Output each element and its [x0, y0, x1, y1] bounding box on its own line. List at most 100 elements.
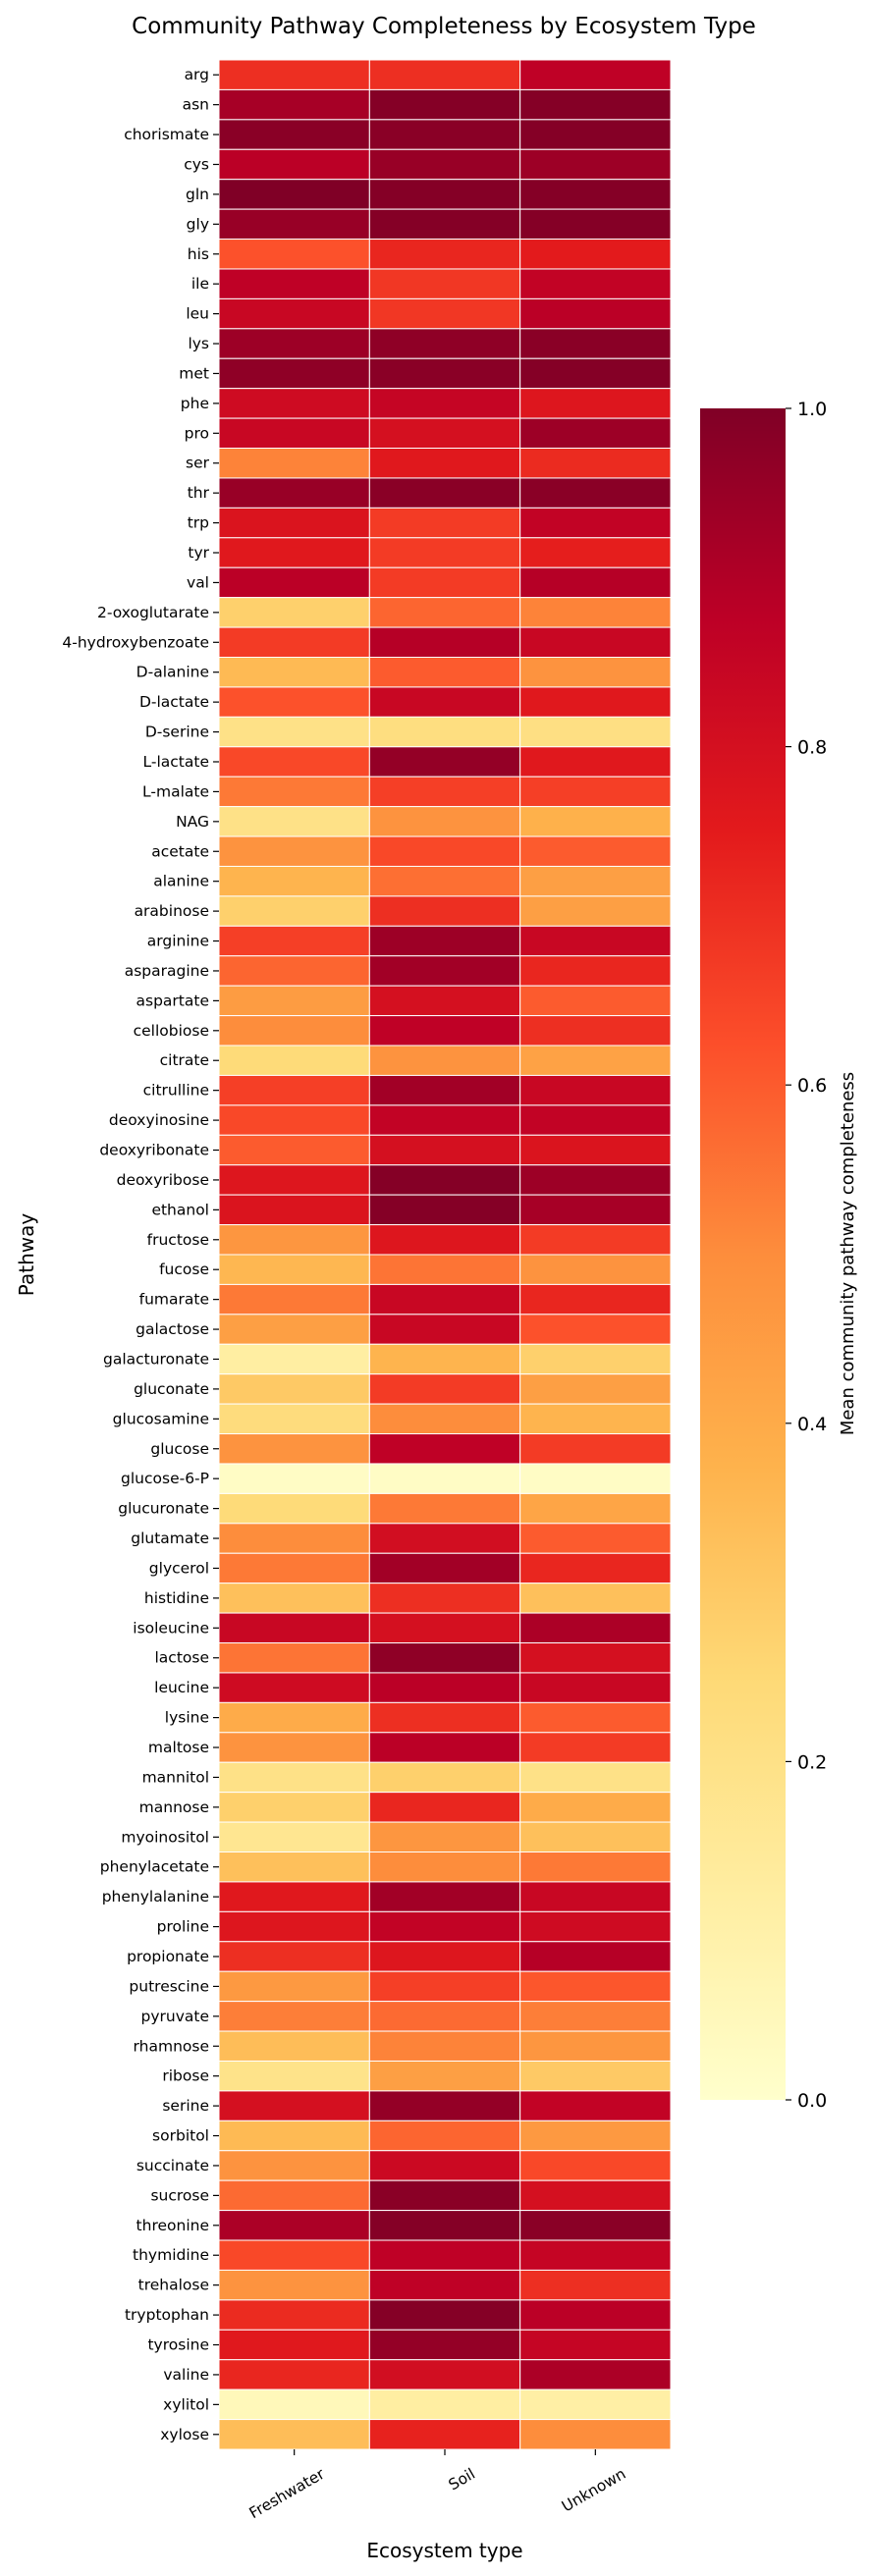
heatmap-cell — [368, 1523, 521, 1554]
colorbar-tick-label: 1.0 — [797, 399, 827, 420]
y-tick-label: sorbitol — [152, 2127, 209, 2145]
heatmap-cell — [218, 1463, 370, 1494]
heatmap-cell — [218, 268, 370, 299]
heatmap-cell — [218, 657, 370, 688]
heatmap-cell — [218, 2150, 370, 2181]
heatmap-cell — [519, 1015, 672, 1046]
y-tick-label: his — [188, 245, 209, 263]
heatmap-cell — [519, 88, 672, 121]
y-tick-label: ribose — [162, 2067, 209, 2085]
heatmap-cell — [218, 865, 370, 897]
heatmap-cells — [218, 59, 672, 2450]
heatmap-cell — [218, 357, 370, 390]
heatmap-cell — [519, 1821, 672, 1852]
heatmap-cell — [218, 2388, 370, 2421]
y-tick-label: citrate — [160, 1051, 209, 1069]
heatmap-cell — [218, 1104, 370, 1136]
y-tick-label: fructose — [147, 1231, 209, 1249]
chart-title: Community Pathway Completeness by Ecosys… — [132, 14, 756, 39]
heatmap-cell — [519, 1314, 672, 1345]
heatmap-cell — [218, 239, 370, 270]
heatmap-cell — [368, 1373, 521, 1405]
heatmap-cell — [519, 148, 672, 181]
heatmap-cell — [218, 1074, 370, 1106]
heatmap-cell — [368, 1941, 521, 1972]
heatmap-cell — [368, 1045, 521, 1076]
heatmap-cell — [519, 2269, 672, 2301]
y-tick-label: glucuronate — [118, 1500, 209, 1518]
heatmap-cell — [218, 2269, 370, 2301]
heatmap-cell — [519, 985, 672, 1017]
heatmap-cell — [368, 1552, 521, 1584]
y-tick-label: asn — [183, 96, 209, 114]
y-tick-label: phenylacetate — [100, 1858, 209, 1876]
y-tick-label: glucose-6-P — [121, 1470, 209, 1487]
y-tick-label: trp — [188, 514, 209, 532]
y-tick-label: cellobiose — [134, 1022, 209, 1040]
heatmap-cell — [368, 566, 521, 599]
heatmap-cell — [368, 1792, 521, 1823]
heatmap-cell — [519, 1104, 672, 1136]
heatmap-cell — [519, 2388, 672, 2421]
heatmap-cell — [368, 2329, 521, 2361]
heatmap-cell — [218, 626, 370, 659]
heatmap-cell — [368, 328, 521, 359]
heatmap-cell — [519, 239, 672, 270]
heatmap-cell — [519, 119, 672, 150]
heatmap-cell — [519, 1612, 672, 1644]
x-tick-labels: Freshwater Soil Unknown — [246, 2449, 628, 2522]
heatmap-cell — [218, 746, 370, 778]
heatmap-cell — [368, 776, 521, 808]
y-tick-label: fucose — [159, 1261, 209, 1278]
y-tick-label: phe — [181, 395, 209, 412]
heatmap-cell — [519, 1283, 672, 1315]
heatmap-cell — [519, 686, 672, 718]
heatmap-cell — [519, 2179, 672, 2212]
heatmap-cell — [519, 208, 672, 241]
heatmap-cell — [519, 357, 672, 390]
heatmap-cell — [368, 835, 521, 867]
y-tick-label: gln — [186, 186, 209, 203]
heatmap-cell — [519, 1343, 672, 1375]
heatmap-cell — [368, 1701, 521, 1734]
y-tick-label: gluconate — [134, 1380, 209, 1398]
heatmap-cell — [519, 2359, 672, 2390]
heatmap-cell — [368, 1672, 521, 1703]
heatmap-cell — [218, 1283, 370, 1315]
heatmap-cell — [368, 1492, 521, 1525]
y-tick-label: phenylalanine — [102, 1888, 209, 1905]
y-tick-label: thymidine — [133, 2246, 209, 2264]
heatmap-cell — [368, 1015, 521, 1046]
heatmap-cell — [368, 2210, 521, 2241]
heatmap-cell — [368, 716, 521, 748]
heatmap-cell — [519, 895, 672, 927]
heatmap-cell — [519, 1761, 672, 1794]
y-tick-label: fumarate — [139, 1291, 209, 1309]
heatmap-cell — [519, 657, 672, 688]
heatmap-cell — [218, 1343, 370, 1375]
heatmap-cell — [368, 626, 521, 659]
y-tick-label: L-malate — [142, 782, 209, 800]
heatmap-cell — [519, 1792, 672, 1823]
y-tick-label: asparagine — [125, 962, 209, 980]
x-tick-label: Unknown — [559, 2465, 628, 2516]
y-tick-label: mannose — [139, 1798, 209, 1816]
heatmap-cell — [519, 1852, 672, 1883]
heatmap-cell — [519, 448, 672, 479]
heatmap-cell — [218, 297, 370, 330]
heatmap-cell — [519, 2210, 672, 2241]
heatmap-cell — [368, 1314, 521, 1345]
heatmap-cell — [218, 1642, 370, 1674]
heatmap-cell — [368, 1343, 521, 1375]
heatmap-cell — [368, 1732, 521, 1763]
colorbar-tick-label: 0.6 — [797, 1075, 827, 1097]
y-tick-label: isoleucine — [133, 1619, 209, 1637]
y-tick-label: alanine — [153, 873, 209, 890]
heatmap-cell — [519, 2120, 672, 2152]
heatmap-cell — [218, 1433, 370, 1465]
y-tick-label: 4-hydroxybenzoate — [62, 633, 209, 651]
heatmap-cell — [519, 2299, 672, 2331]
heatmap-cell — [218, 179, 370, 210]
heatmap-cell — [368, 686, 521, 718]
